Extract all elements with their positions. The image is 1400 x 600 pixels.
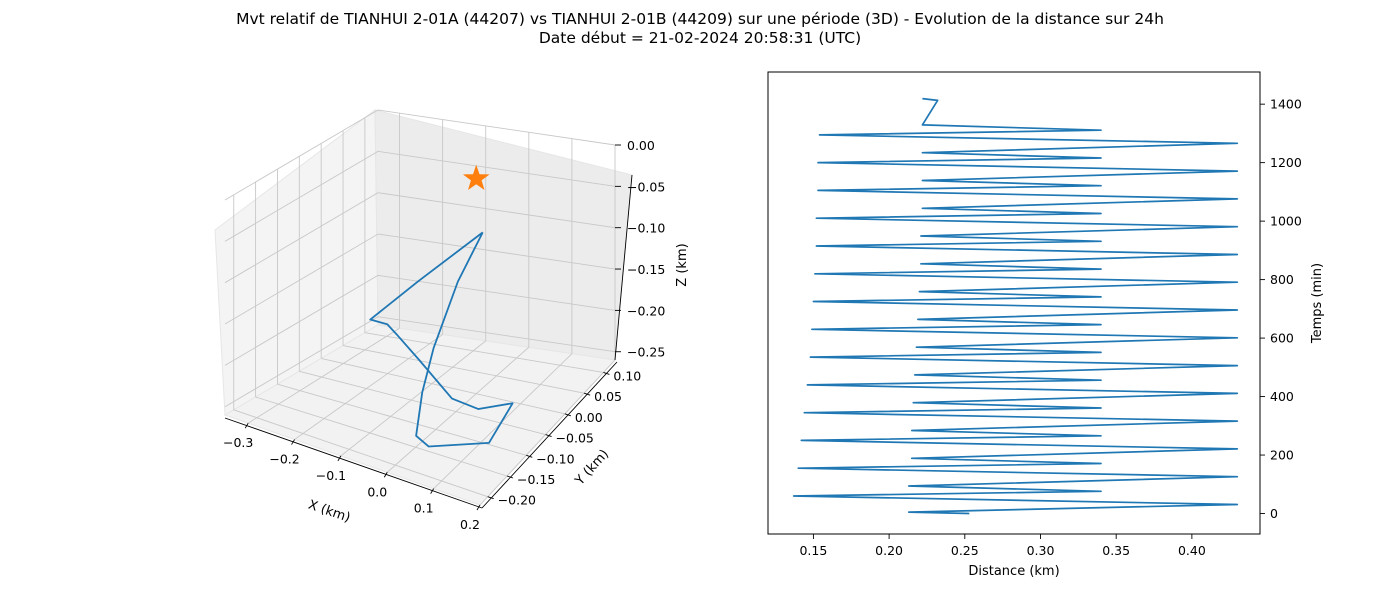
plot-frame bbox=[767, 71, 1261, 535]
y-axis-label-2d: Temps (min) bbox=[1310, 263, 1325, 344]
x-tick-label: 0.25 bbox=[951, 543, 979, 558]
grid-y-floor bbox=[321, 357, 565, 415]
x-tick-label: 0.2 bbox=[460, 517, 480, 532]
3d-axes: −0.3 −0.2 −0.1 0.0 0.1 0.2 0.10 0.05 0.00 −0.05 −0… bbox=[214, 109, 690, 532]
y-tick bbox=[603, 372, 610, 375]
3d-ticks: −0.3 −0.2 −0.1 0.0 0.1 0.2 0.10 0.05 0.00 −0.05 −0… bbox=[223, 138, 665, 532]
grid-x-floor bbox=[294, 334, 443, 440]
y-tick-label: 800 bbox=[1270, 272, 1294, 287]
y-tick-label: 600 bbox=[1270, 331, 1294, 346]
y-tick-label: −0.05 bbox=[556, 431, 594, 446]
x-axis-label-2d: Distance (km) bbox=[968, 564, 1059, 579]
grid-y-floor bbox=[233, 409, 488, 498]
y-tick-label: 0 bbox=[1270, 506, 1278, 521]
origin-star-marker bbox=[462, 164, 490, 190]
y-axis-label: Y (km) bbox=[572, 447, 612, 489]
x-axis-label: X (km) bbox=[306, 498, 352, 526]
x-tick-label: 0.40 bbox=[1178, 543, 1206, 558]
y-tick-label: 400 bbox=[1270, 389, 1294, 404]
y-tick-label: 1200 bbox=[1270, 155, 1302, 170]
x-axis-line bbox=[224, 417, 483, 509]
x-tick bbox=[244, 422, 249, 429]
z-tick-label: 0.00 bbox=[627, 138, 655, 153]
y-tick-label: −0.20 bbox=[498, 493, 536, 508]
x-tick-label: −0.2 bbox=[269, 452, 299, 467]
grid-z bbox=[224, 274, 616, 366]
y-tick bbox=[487, 496, 494, 500]
pane-back bbox=[374, 109, 633, 361]
grid-y-floor bbox=[364, 332, 604, 373]
y-tick bbox=[584, 392, 591, 396]
x-tick bbox=[383, 472, 388, 478]
x-tick-label: −0.1 bbox=[316, 468, 346, 483]
trajectory-line bbox=[369, 231, 514, 448]
grid-x-floor bbox=[386, 346, 530, 473]
z-axis-line bbox=[614, 174, 633, 361]
x-tick-label: −0.3 bbox=[223, 435, 253, 450]
figure-subtitle: Date début = 21-02-2024 20:58:31 (UTC) bbox=[538, 29, 862, 47]
y-tick-label: −0.15 bbox=[517, 472, 555, 487]
3d-trajectory bbox=[369, 164, 514, 448]
z-tick-label: −0.10 bbox=[627, 221, 665, 236]
x-tick bbox=[430, 488, 435, 494]
grid-z bbox=[224, 109, 616, 201]
y-tick-label: 1400 bbox=[1270, 97, 1302, 112]
2d-ticks: 0.15 0.20 0.25 0.30 0.35 0.40 0 200 400 600 800 100… bbox=[799, 97, 1301, 558]
x-tick bbox=[476, 504, 481, 511]
z-axis-label: Z (km) bbox=[675, 243, 690, 286]
x-tick-label: 0.35 bbox=[1102, 543, 1130, 558]
y-tick-label: 0.10 bbox=[613, 368, 641, 383]
grid-z bbox=[224, 316, 616, 408]
distance-line bbox=[792, 97, 1239, 515]
x-tick bbox=[291, 439, 295, 445]
2d-series bbox=[792, 97, 1239, 515]
z-tick-label: −0.15 bbox=[627, 262, 665, 277]
grid-z bbox=[224, 150, 616, 242]
x-tick-label: 0.0 bbox=[367, 484, 387, 499]
grid-y-floor bbox=[299, 370, 546, 436]
grid-y-floor bbox=[342, 345, 585, 394]
x-tick-label: 0.15 bbox=[799, 543, 827, 558]
x-tick-label: 0.20 bbox=[875, 543, 903, 558]
y-tick-label: −0.10 bbox=[536, 451, 574, 466]
y-tick bbox=[564, 413, 571, 417]
x-tick bbox=[337, 455, 342, 462]
x-tick-label: 0.30 bbox=[1027, 543, 1055, 558]
figure-title: Mvt relatif de TIANHUI 2-01A (44207) vs … bbox=[236, 10, 1164, 28]
y-axis-line bbox=[481, 361, 618, 509]
grid-z bbox=[224, 233, 616, 325]
grid-x-floor bbox=[340, 340, 487, 457]
z-tick-label: −0.05 bbox=[627, 179, 665, 194]
y-tick bbox=[545, 434, 552, 437]
x-tick-label: 0.1 bbox=[414, 501, 434, 516]
grid-z bbox=[224, 192, 616, 284]
y-tick-label: 1000 bbox=[1270, 214, 1302, 229]
y-tick-label: 0.05 bbox=[594, 389, 622, 404]
grid-y-floor bbox=[255, 396, 508, 477]
z-tick-label: −0.25 bbox=[627, 345, 665, 360]
y-tick bbox=[526, 454, 533, 458]
grid-x-floor bbox=[479, 359, 616, 506]
2d-axes: 0.15 0.20 0.25 0.30 0.35 0.40 0 200 400 600 800 100… bbox=[767, 71, 1325, 579]
y-tick-label: 0.00 bbox=[575, 410, 603, 425]
grid-x-floor bbox=[247, 327, 400, 424]
y-tick-label: 200 bbox=[1270, 448, 1294, 463]
z-tick-label: −0.20 bbox=[627, 303, 665, 318]
y-tick bbox=[506, 475, 514, 479]
